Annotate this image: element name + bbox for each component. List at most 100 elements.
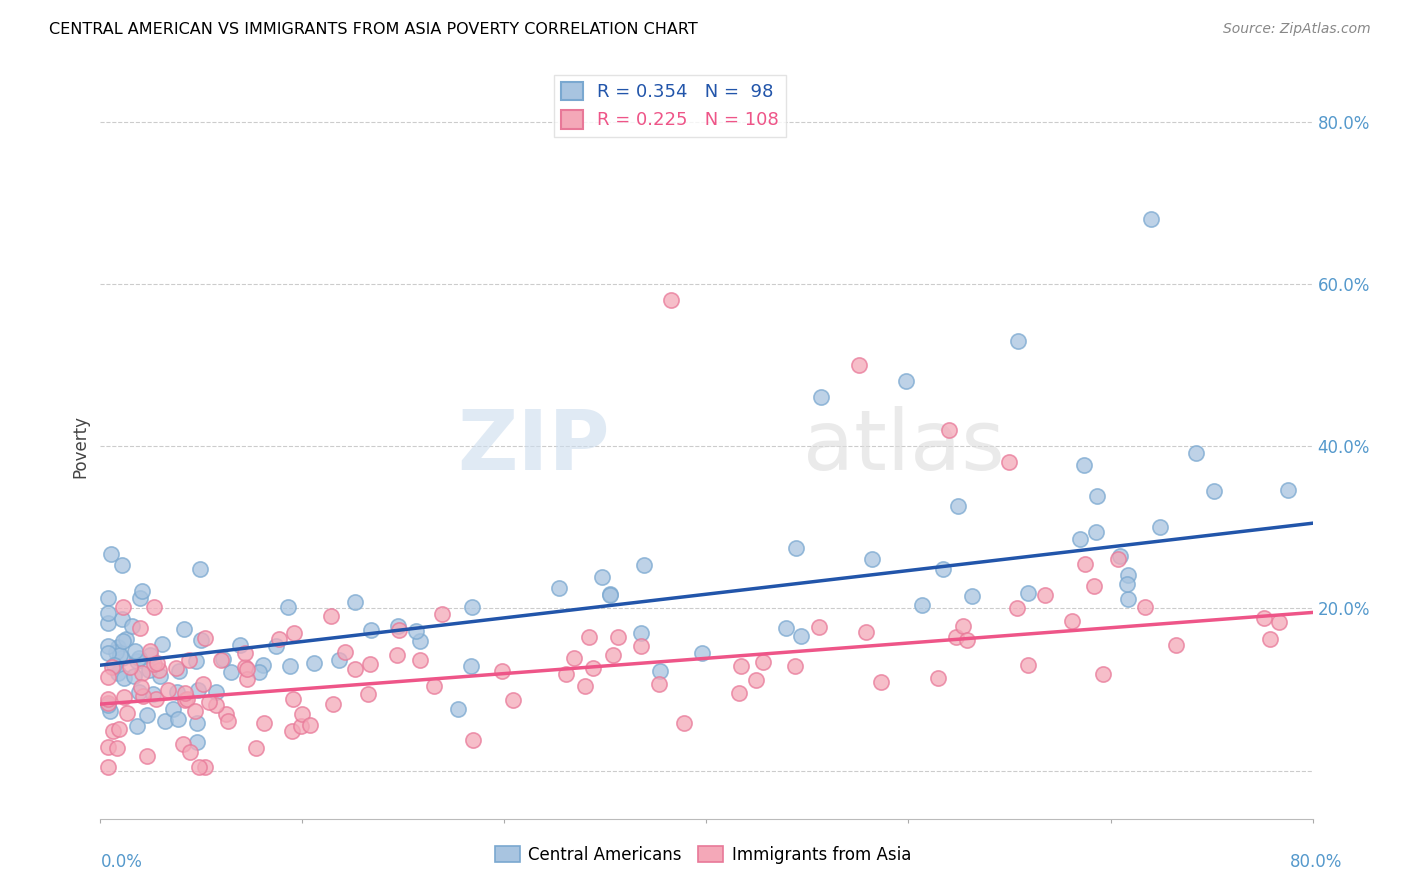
Point (173, 622, 195, 636)
Point (188, 759, 211, 773)
Point (789, 629, 811, 643)
Point (1139, 212, 1161, 227)
Point (574, 679, 596, 693)
Point (98, 705, 121, 719)
Point (209, 653, 232, 667)
Point (599, 588, 621, 602)
Point (138, 663, 160, 677)
Point (602, 648, 624, 662)
Point (343, 594, 366, 608)
Point (1184, 446, 1206, 460)
Point (745, 673, 768, 687)
Point (1060, 614, 1083, 628)
Point (131, 584, 153, 599)
Point (141, 687, 163, 701)
Point (145, 692, 167, 706)
Point (97, 591, 120, 606)
Point (264, 639, 287, 653)
Point (125, 719, 148, 733)
Point (215, 707, 238, 722)
Point (174, 693, 197, 707)
Point (236, 673, 259, 687)
Point (194, 759, 217, 773)
Point (409, 652, 432, 666)
Point (281, 724, 304, 739)
Point (333, 645, 356, 659)
Point (252, 657, 274, 672)
Point (100, 547, 122, 561)
Point (855, 625, 877, 640)
Point (938, 423, 960, 437)
Point (848, 358, 870, 372)
Point (115, 706, 138, 721)
Legend: R = 0.354   N =  98, R = 0.225   N = 108: R = 0.354 N = 98, R = 0.225 N = 108 (554, 75, 786, 136)
Point (253, 715, 276, 730)
Point (1202, 484, 1225, 499)
Point (343, 662, 366, 676)
Point (111, 612, 134, 626)
Point (461, 599, 484, 614)
Point (105, 740, 128, 755)
Point (128, 685, 150, 699)
Point (607, 630, 630, 644)
Point (245, 741, 267, 756)
Point (101, 660, 124, 674)
Point (945, 630, 967, 644)
Point (894, 374, 917, 388)
Point (648, 664, 671, 678)
Point (107, 640, 129, 654)
Point (190, 633, 212, 648)
Point (97, 640, 120, 654)
Point (186, 716, 208, 731)
Point (1108, 549, 1130, 563)
Point (112, 634, 135, 648)
Point (114, 632, 136, 647)
Point (125, 654, 148, 668)
Point (111, 558, 134, 572)
Point (179, 745, 201, 759)
Point (502, 693, 524, 707)
Point (387, 618, 409, 632)
Point (121, 619, 143, 633)
Point (188, 562, 211, 576)
Point (135, 748, 157, 763)
Point (122, 668, 145, 682)
Point (162, 702, 184, 716)
Point (204, 685, 226, 699)
Point (1007, 334, 1029, 348)
Point (139, 644, 162, 658)
Point (578, 630, 600, 644)
Point (1268, 615, 1291, 630)
Point (582, 661, 605, 675)
Point (869, 675, 891, 690)
Point (205, 698, 228, 712)
Point (562, 650, 585, 665)
Point (219, 665, 242, 680)
Point (1149, 520, 1171, 534)
Point (728, 686, 751, 700)
Point (1083, 579, 1105, 593)
Text: 0.0%: 0.0% (101, 853, 143, 871)
Point (1107, 552, 1129, 566)
Point (150, 638, 173, 652)
Point (630, 639, 652, 653)
Point (1116, 577, 1139, 591)
Y-axis label: Poverty: Poverty (72, 415, 89, 477)
Point (302, 656, 325, 670)
Point (143, 599, 166, 614)
Point (176, 691, 198, 706)
Point (328, 652, 350, 666)
Point (129, 591, 152, 605)
Point (283, 625, 305, 640)
Point (960, 589, 983, 603)
Point (1277, 483, 1299, 498)
Point (808, 620, 831, 634)
Point (447, 701, 470, 715)
Point (184, 704, 207, 718)
Point (165, 661, 187, 675)
Point (860, 552, 883, 566)
Point (955, 633, 977, 648)
Point (932, 562, 955, 576)
Point (672, 716, 695, 731)
Point (97, 692, 120, 706)
